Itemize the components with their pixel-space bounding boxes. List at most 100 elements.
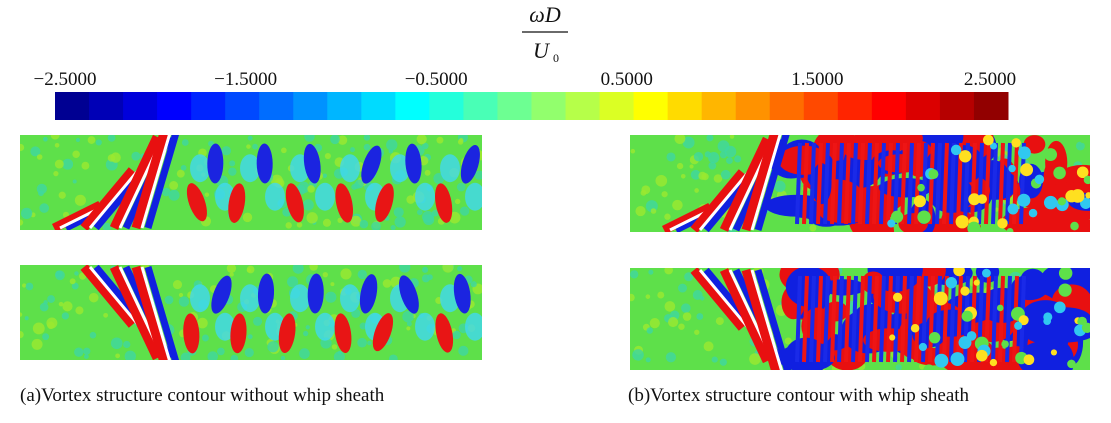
noise xyxy=(399,265,411,273)
stripe xyxy=(872,142,879,225)
noise xyxy=(201,334,209,342)
colorbar-segment xyxy=(225,92,260,120)
vortex-halo xyxy=(290,284,310,313)
stripe xyxy=(949,142,956,225)
colorbar-segment xyxy=(463,92,498,120)
noise xyxy=(645,294,651,299)
noise xyxy=(246,268,252,273)
speck xyxy=(955,215,969,229)
vortex xyxy=(399,275,419,314)
speck xyxy=(889,334,896,341)
noise xyxy=(386,139,398,151)
speck xyxy=(923,364,935,370)
noise xyxy=(690,169,701,180)
speck xyxy=(887,219,896,228)
colorbar-segment xyxy=(259,92,294,120)
stripe xyxy=(809,142,816,225)
noise xyxy=(81,161,90,170)
colorbar-tick-label: 1.5000 xyxy=(791,69,843,90)
vortex xyxy=(334,313,352,354)
plate-red xyxy=(690,268,746,331)
stripe xyxy=(991,142,998,225)
vortex-halo xyxy=(215,312,235,341)
vortex xyxy=(372,313,394,352)
stripe xyxy=(991,275,998,363)
plate-blue xyxy=(754,135,790,231)
colorbar-segment xyxy=(701,92,737,120)
noise xyxy=(69,278,76,285)
noise xyxy=(123,340,131,349)
noise xyxy=(393,207,404,218)
colorbar-label-numerator: ωD xyxy=(529,2,561,27)
stripe xyxy=(998,142,1005,225)
noise xyxy=(20,219,24,226)
stripe xyxy=(844,142,851,225)
noise xyxy=(703,341,714,352)
stripe xyxy=(907,275,914,363)
stripe xyxy=(851,142,858,225)
stripe xyxy=(830,275,837,363)
noise xyxy=(252,143,258,150)
vortex xyxy=(257,273,275,314)
speck xyxy=(918,342,928,352)
vortex xyxy=(183,313,200,354)
stripe xyxy=(802,142,809,225)
noise xyxy=(680,174,686,179)
noise xyxy=(715,317,724,326)
vortex xyxy=(256,143,273,184)
noise xyxy=(131,151,141,161)
colorbar-segment xyxy=(157,92,192,120)
plate xyxy=(88,266,140,326)
noise xyxy=(95,139,102,146)
noise xyxy=(442,265,454,273)
noise xyxy=(25,282,34,291)
noise xyxy=(895,364,902,370)
stripe xyxy=(928,275,935,363)
vortex xyxy=(359,274,378,314)
noise xyxy=(406,321,412,327)
stripe xyxy=(865,142,872,225)
noise xyxy=(107,135,116,142)
noise xyxy=(280,355,286,360)
stripe xyxy=(879,275,886,363)
speck xyxy=(1007,203,1019,215)
vortex xyxy=(375,183,394,223)
noise xyxy=(62,301,73,312)
vortex-halo xyxy=(190,154,210,183)
speck xyxy=(997,218,1008,229)
plate-red xyxy=(131,265,169,360)
noise xyxy=(31,338,43,350)
noise xyxy=(39,203,49,213)
plate xyxy=(698,171,750,231)
stripe xyxy=(830,142,837,225)
stripe xyxy=(1005,275,1012,363)
noise xyxy=(457,139,464,145)
noise xyxy=(661,191,668,198)
colorbar-segment xyxy=(55,92,90,120)
noise xyxy=(302,199,314,211)
noise xyxy=(402,310,414,323)
vortex xyxy=(861,271,885,294)
speck xyxy=(913,195,926,208)
noise xyxy=(682,136,695,149)
noise xyxy=(382,279,392,288)
speck xyxy=(945,276,958,289)
vortex xyxy=(303,143,321,184)
noise xyxy=(164,295,174,305)
noise xyxy=(299,348,310,359)
colorbar-segment xyxy=(361,92,396,120)
plate xyxy=(140,135,171,229)
noise xyxy=(204,192,210,197)
noise xyxy=(180,352,191,360)
stripe xyxy=(1005,142,1012,225)
speck xyxy=(1044,148,1058,162)
vortex xyxy=(453,273,471,314)
speck xyxy=(917,210,931,224)
noise xyxy=(774,180,786,193)
noise xyxy=(87,136,96,144)
colorbar-tick-label: 2.5000 xyxy=(964,69,1016,90)
noise xyxy=(324,152,331,160)
speck xyxy=(977,194,987,204)
colorbar-segment xyxy=(429,92,464,120)
speck xyxy=(892,292,903,302)
